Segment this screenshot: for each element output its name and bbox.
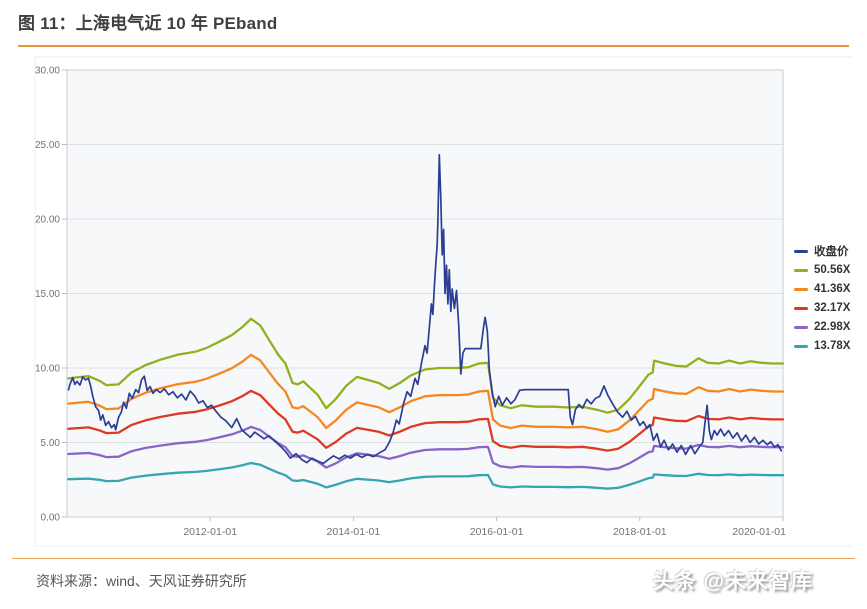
legend-item: 41.36X [794, 283, 850, 295]
y-tick-label: 25.00 [35, 140, 60, 151]
x-tick-label: 2018-01-01 [613, 526, 667, 538]
legend-item: 收盘价 [794, 245, 850, 258]
figure-title: 图 11：上海电气近 10 年 PEband [18, 14, 278, 33]
chart-frame [34, 56, 852, 546]
legend-line-swatch [794, 344, 808, 348]
pe-band-line-13.78X [67, 461, 785, 490]
y-tick-label: 0.00 [41, 513, 61, 524]
legend-label: 41.36X [814, 283, 851, 295]
title-divider [18, 45, 849, 47]
y-tick-label: 10.00 [35, 364, 60, 375]
legend-label: 13.78X [814, 340, 851, 352]
legend-line-swatch [794, 306, 808, 310]
legend-label: 22.98X [814, 321, 851, 333]
legend-label: 收盘价 [814, 246, 849, 258]
x-tick-label: 2014-01-01 [327, 526, 381, 538]
legend-label: 50.56X [814, 264, 851, 276]
y-tick-label: 15.00 [35, 289, 60, 300]
y-tick-label: 20.00 [35, 215, 60, 226]
plot-border [66, 69, 784, 518]
pe-band-line-22.98X [67, 425, 785, 471]
pe-band-chart: 0.00 5.00 10.00 15.00 20.00 25.00 30.00 2012-01… [34, 56, 852, 547]
legend-label: 32.17X [814, 302, 851, 314]
legend-line-swatch [794, 249, 808, 253]
legend-item: 22.98X [794, 321, 850, 333]
legend-line-swatch [794, 287, 808, 291]
y-tick-label: 5.00 [41, 438, 61, 449]
close-price-line [67, 154, 783, 465]
x-tick-label: 2012-01-01 [183, 526, 237, 538]
pe-band-line-32.17X [67, 389, 785, 452]
pe-band-line-50.56X [67, 317, 785, 414]
legend-item: 50.56X [794, 264, 850, 276]
pe-band-line-41.36X [67, 353, 785, 433]
legend-line-swatch [794, 325, 808, 329]
source-note: 资料来源：wind、天风证券研究所 [36, 573, 247, 589]
watermark: 头条 @未来智库 [652, 570, 813, 593]
chart-legend: 收盘价 50.56X 41.36X 32.17X 22.98X 13.78X [794, 245, 850, 352]
x-tick-label: 2016-01-01 [470, 526, 524, 538]
y-tick-label: 30.00 [35, 66, 60, 77]
legend-line-swatch [794, 268, 808, 272]
legend-item: 32.17X [794, 302, 850, 314]
footer-divider [12, 558, 855, 559]
x-tick-label: 2020-01-01 [732, 526, 786, 538]
legend-item: 13.78X [794, 340, 850, 352]
